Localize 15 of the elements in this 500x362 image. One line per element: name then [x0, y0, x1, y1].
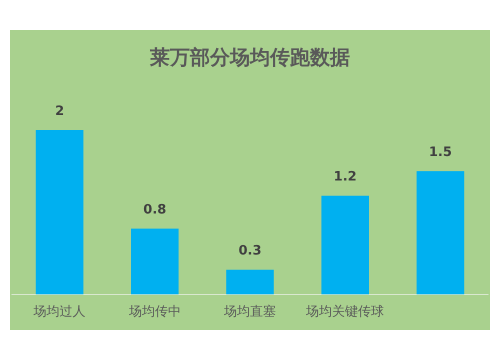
- data-label: 0.8: [143, 202, 166, 218]
- bar: [321, 196, 369, 294]
- chart-title: 莱万部分场均传跑数据: [149, 44, 351, 71]
- data-label: 2: [55, 104, 64, 119]
- bar: [131, 228, 179, 294]
- data-label: 1.5: [428, 144, 452, 160]
- data-label: 1.2: [334, 170, 357, 185]
- bar: [36, 130, 84, 294]
- x-tick-label: 场均传中: [128, 304, 181, 320]
- x-tick-label: 场均直塞: [223, 304, 276, 320]
- data-label: 0.3: [238, 244, 262, 259]
- x-tick-label: 场均关键传球: [305, 304, 384, 320]
- x-tick-label: 场均过人: [32, 304, 86, 320]
- bar: [226, 270, 274, 294]
- bar: [416, 171, 464, 294]
